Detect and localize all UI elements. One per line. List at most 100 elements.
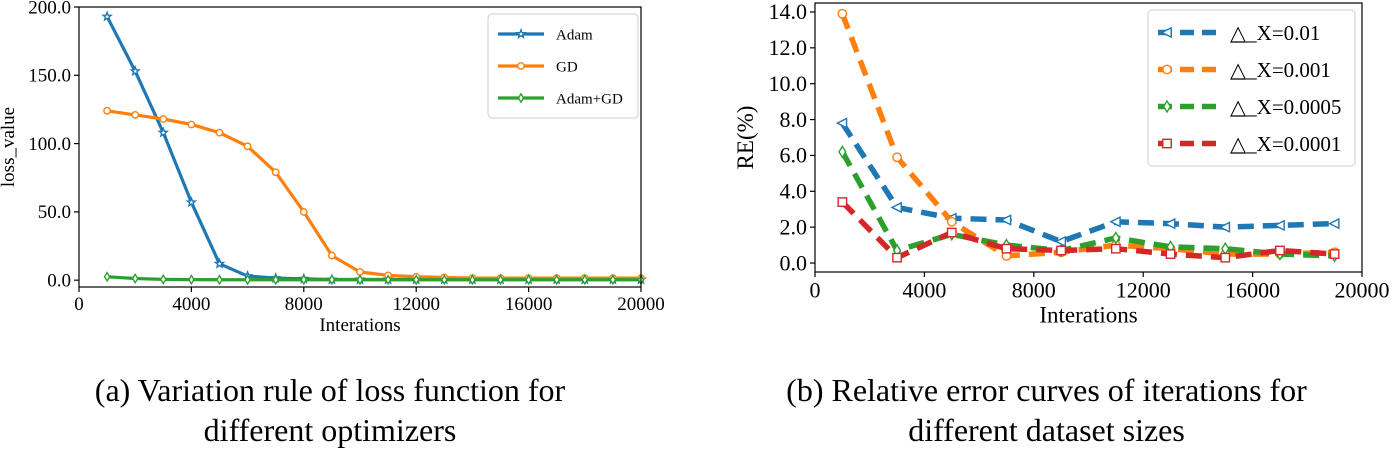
legend-label: GD [556,59,578,75]
legend-box [1147,9,1356,167]
data-point [1001,243,1012,254]
data-point [103,106,112,115]
data-point [187,120,196,129]
data-point [892,252,902,263]
data-point [215,128,224,137]
legend-marker [1162,99,1172,114]
data-point [838,145,847,159]
data-point [1109,216,1121,228]
data-point [525,274,532,286]
data-point [412,274,420,286]
y-axis-label: loss_value [0,107,19,187]
data-point [835,117,848,129]
y-tick-label: 6.0 [780,143,808,168]
legend: △_X=0.01 △_X=0.001 △_X=0.0005 △_X=0.0001 [1147,9,1356,167]
y-tick-label: 14.0 [769,0,808,24]
data-point [1163,217,1176,230]
y-tick-label: 8.0 [780,107,808,132]
x-tick-label: 16000 [1225,278,1280,303]
legend-marker [1162,138,1172,149]
data-point [299,207,308,216]
plot-frame [814,2,1363,273]
y-tick-label: 0.0 [780,250,808,275]
x-axis-label: Interations [1039,303,1137,328]
data-point [1165,249,1176,259]
data-point [356,274,364,286]
data-point [837,8,848,19]
data-point [892,152,902,163]
x-tick-label: 4000 [902,278,946,303]
data-point [356,268,364,276]
data-point [946,216,957,227]
data-point [609,274,617,286]
data-point [129,65,142,77]
data-point [131,111,140,119]
data-point [1273,219,1285,232]
y-tick-label: 50.0 [38,202,71,223]
data-point [1110,243,1121,254]
data-point [244,274,251,286]
data-point [159,115,168,123]
legend-label: Adam [556,27,593,43]
data-point [890,201,902,214]
y-tick-label: 10.0 [769,71,808,96]
legend-label: △_X=0.01 [1230,21,1320,45]
legend-marker [1160,26,1172,39]
series-1 [103,106,645,283]
data-point [1054,235,1067,248]
data-point [946,227,957,238]
x-tick-label: 8000 [285,294,323,315]
data-point [469,274,476,286]
legend-marker [517,62,525,70]
y-tick-label: 0.0 [47,270,71,291]
x-axis-label: Interations [319,315,400,336]
data-point [243,142,252,151]
x-tick-label: 0 [74,294,84,315]
series-line [840,200,1335,261]
data-point [213,257,226,269]
data-point [271,168,280,177]
data-point [1275,245,1285,256]
y-tick-label: 4.0 [780,179,808,204]
legend-marker [515,27,527,39]
data-point [837,197,848,207]
data-point [581,274,589,286]
caption-b-line1: (b) Relative error curves of iterations … [786,372,1307,408]
data-point [159,273,167,285]
data-point [327,251,336,260]
chart-relative-error: 0 4000 8000 12000 16000 20000 0.0 2.0 4.0 6.0 8.0 1… [733,0,1390,328]
caption-b-line2: different dataset sizes [908,412,1185,448]
caption-a-line1: (a) Variation rule of loss function for [94,372,566,408]
data-point [440,274,448,286]
y-tick-label: 100.0 [28,134,71,155]
x-tick-label: 20000 [617,294,665,315]
x-tick-label: 16000 [505,294,553,315]
data-point [1328,217,1340,230]
data-point [157,126,170,138]
data-point [497,274,504,286]
data-point [1111,231,1121,245]
data-point [101,10,113,22]
data-point [131,273,139,285]
plot-frame [78,6,642,288]
data-point [1220,252,1231,263]
y-tick-label: 12.0 [769,35,808,60]
chart-loss: 0 4000 8000 12000 16000 20000 0.0 50.0 100.0 150.… [0,0,665,336]
data-point [185,196,198,208]
legend-box [487,13,639,119]
data-point [103,271,111,283]
data-point [328,274,336,286]
series-line [106,275,641,282]
series-3 [837,197,1340,263]
data-point [1056,245,1067,256]
caption-a-line2: different optimizers [203,412,457,448]
legend-marker [517,92,525,104]
y-tick-label: 200.0 [28,0,71,18]
data-point [384,274,392,286]
legend-label: △_X=0.0005 [1230,95,1341,119]
data-point [272,274,280,286]
data-point [553,274,561,286]
y-tick-label: 2.0 [780,214,808,239]
x-tick-label: 4000 [172,294,210,315]
